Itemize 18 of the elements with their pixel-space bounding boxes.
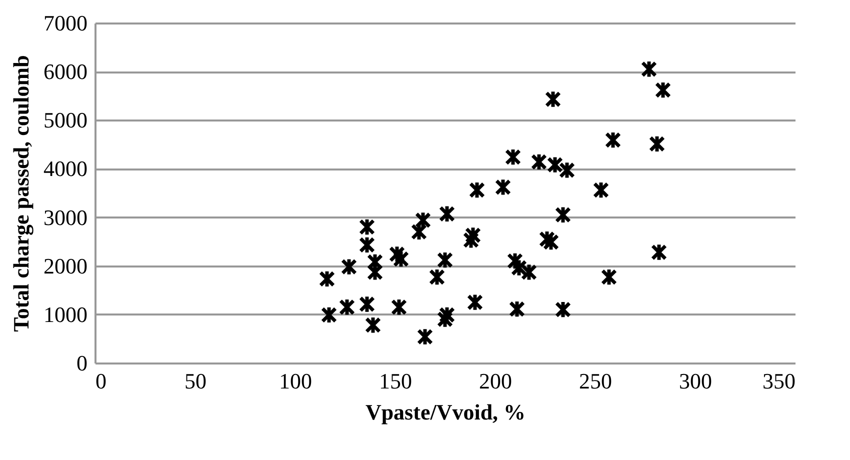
y-tick-label: 7000 [44,10,88,36]
y-tick-label: 4000 [44,156,88,182]
y-axis-title: Total charge passed, coulomb [8,55,34,332]
x-tick-label: 50 [184,368,206,394]
y-tick-label: 1000 [44,302,88,327]
y-tick-label: 3000 [44,204,88,230]
x-tick-label: 250 [579,368,612,394]
y-tick-label: 5000 [44,108,88,133]
x-tick-label: 0 [96,368,106,394]
y-tick-label: 2000 [44,253,88,278]
y-tick-label: 6000 [44,59,88,84]
x-axis-title: Vpaste/Vvoid, % [365,400,526,424]
x-tick-label: 350 [762,368,796,394]
x-tick-label: 100 [279,368,312,394]
x-tick-label: 300 [679,368,712,394]
x-tick-label: 200 [479,368,512,394]
y-tick-label: 0 [76,350,88,376]
x-tick-label: 150 [379,368,412,394]
